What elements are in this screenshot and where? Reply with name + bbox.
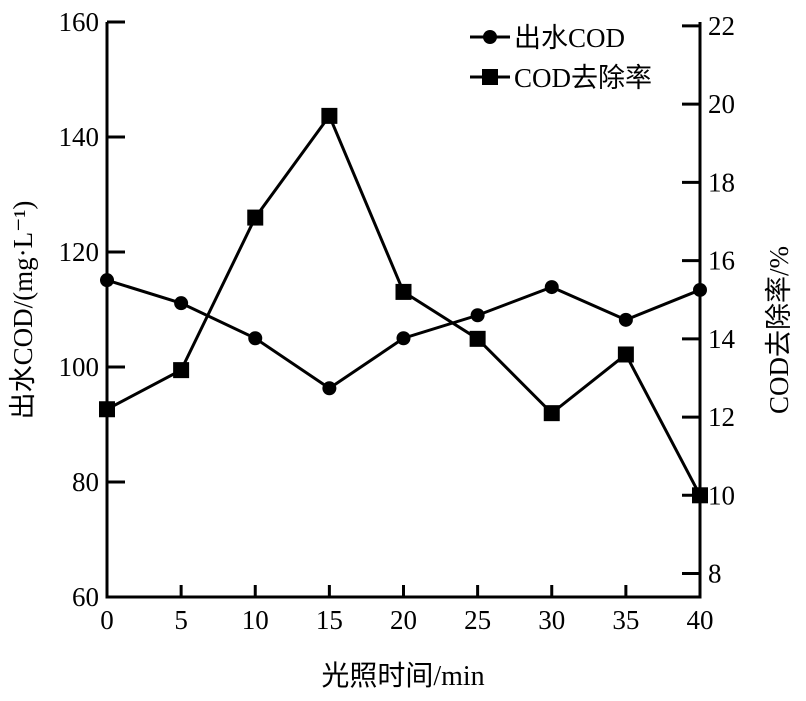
data-point-circle xyxy=(100,273,114,288)
data-point-circle xyxy=(396,331,411,346)
data-point-square xyxy=(321,107,338,124)
legend: 出水COD COD去除率 xyxy=(470,23,652,93)
x-tick-label: 35 xyxy=(612,605,639,635)
y-right-tick-label: 14 xyxy=(708,324,736,354)
x-tick-label: 25 xyxy=(464,605,491,635)
data-point-circle xyxy=(544,280,559,295)
y-right-tick-label: 12 xyxy=(708,402,735,432)
data-point-circle xyxy=(248,331,263,346)
legend-label: COD去除率 xyxy=(514,63,652,93)
series-line-2 xyxy=(106,112,702,496)
data-point-circle xyxy=(693,282,707,297)
data-point-square xyxy=(469,330,486,347)
y-left-tick-label: 80 xyxy=(72,467,99,497)
y-right-tick-label: 16 xyxy=(708,246,735,276)
data-point-square xyxy=(173,362,190,379)
x-tick-label: 5 xyxy=(174,605,188,635)
x-tick-label: 20 xyxy=(390,605,417,635)
x-tick-label: 15 xyxy=(316,605,343,635)
y-left-tick-label: 60 xyxy=(72,582,99,612)
data-point-circle xyxy=(470,308,485,323)
data-point-circle xyxy=(322,381,337,396)
y-left-tick-label: 140 xyxy=(59,122,100,152)
y-right-tick-label: 20 xyxy=(708,89,735,119)
x-tick-label: 10 xyxy=(242,605,269,635)
data-point-square xyxy=(692,487,708,504)
y-left-tick-label: 160 xyxy=(59,7,100,37)
axes: 0 5 10 15 20 25 30 35 40 60 80 100 120 140 160 8 10 12 14 1… xyxy=(59,7,736,635)
data-point-circle xyxy=(174,296,189,311)
legend-marker-circle xyxy=(483,30,497,44)
x-tick-label: 40 xyxy=(687,605,714,635)
y-left-tick-label: 100 xyxy=(59,352,100,382)
legend-marker-square xyxy=(482,69,498,85)
x-tick-label: 0 xyxy=(100,605,114,635)
data-point-square xyxy=(617,346,634,363)
x-axis-label: 光照时间/min xyxy=(321,660,484,692)
legend-label: 出水COD xyxy=(514,23,625,53)
y-right-tick-label: 8 xyxy=(708,559,722,589)
y-axis-right-label: COD去除率/% xyxy=(764,246,794,414)
data-point-square xyxy=(395,283,412,300)
y-right-tick-label: 22 xyxy=(708,11,735,41)
data-point-square xyxy=(99,401,115,418)
data-point-square xyxy=(543,405,560,422)
y-right-tick-label: 18 xyxy=(708,167,735,197)
x-tick-label: 30 xyxy=(538,605,565,635)
y-axis-left-label: 出水COD/(mg·L⁻¹) xyxy=(8,201,38,420)
y-left-tick-label: 120 xyxy=(59,237,100,267)
series-layer xyxy=(99,107,708,504)
data-point-circle xyxy=(618,312,633,327)
y-right-tick-label: 10 xyxy=(708,480,735,510)
data-point-square xyxy=(247,209,264,226)
